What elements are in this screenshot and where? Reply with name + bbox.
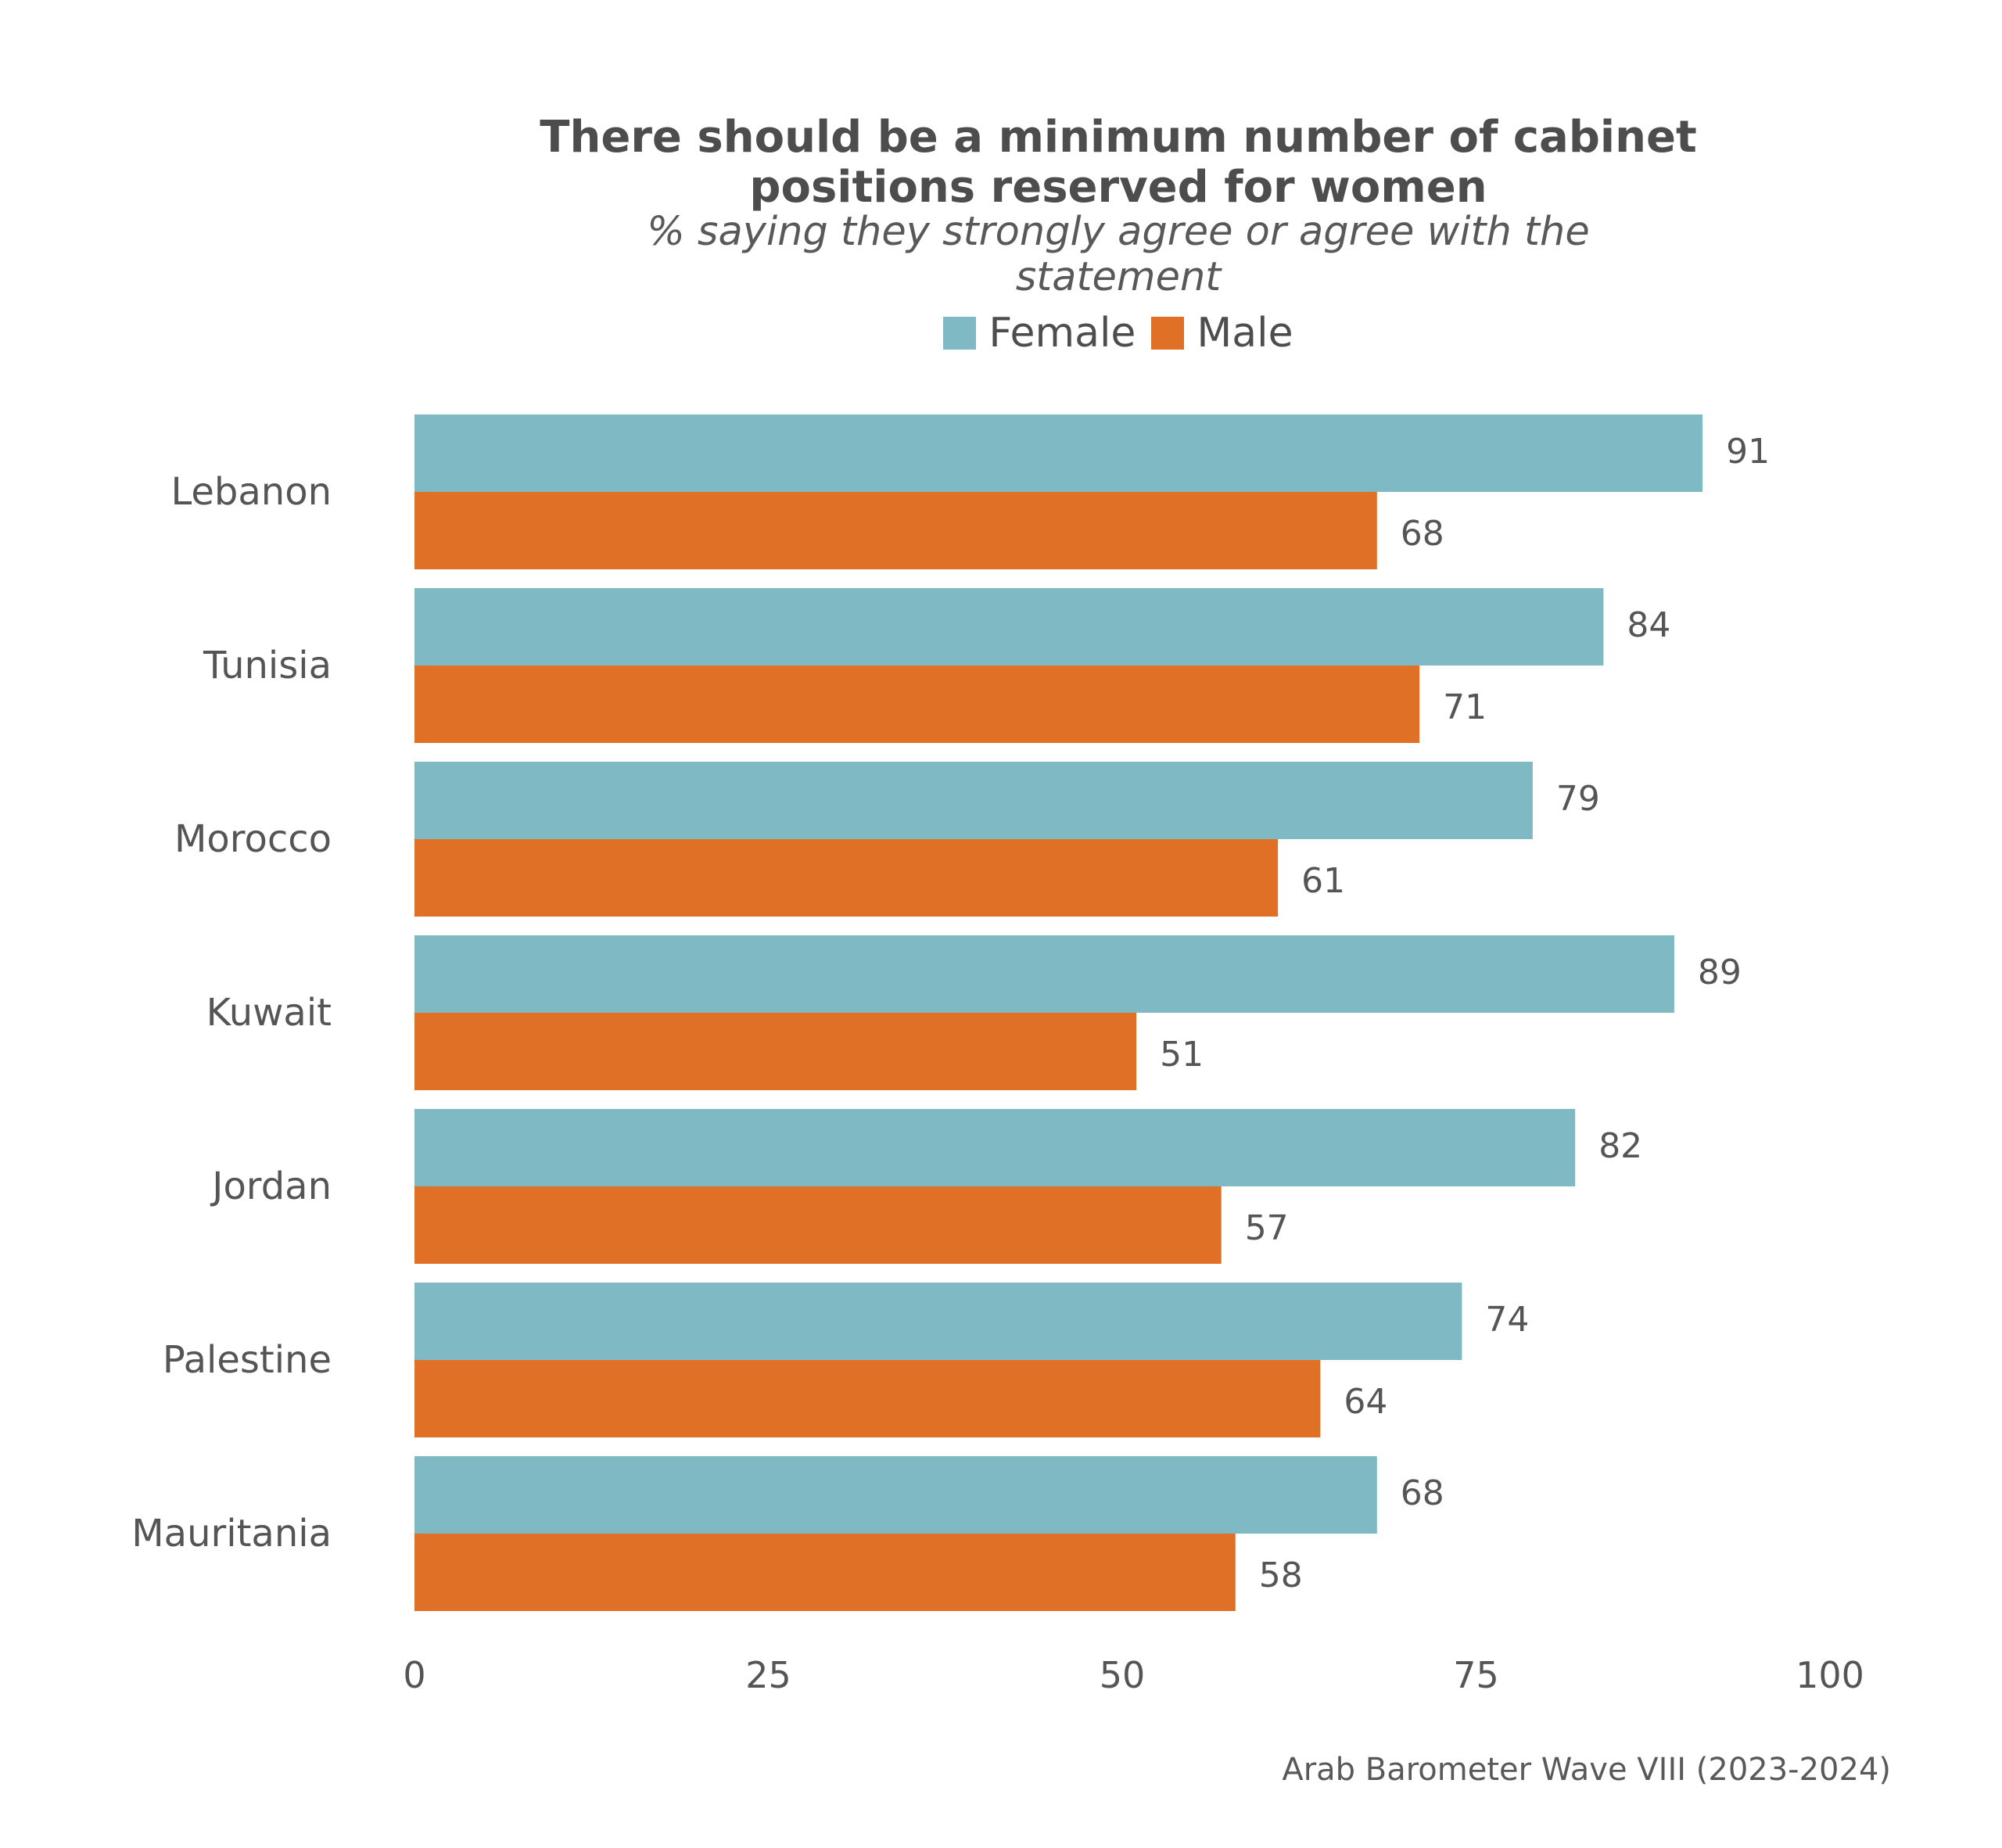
x-tick-label: 25 xyxy=(745,1654,791,1696)
bar-female-morocco xyxy=(414,762,1533,839)
legend-swatch-male xyxy=(1151,317,1185,350)
bar-male-mauritania xyxy=(414,1534,1236,1611)
x-tick-label: 75 xyxy=(1453,1654,1499,1696)
data-label-female-mauritania: 68 xyxy=(1401,1473,1444,1513)
x-tick-label: 50 xyxy=(1100,1654,1146,1696)
bar-male-jordan xyxy=(414,1186,1222,1264)
chart-title-line-2: positions reserved for women xyxy=(749,162,1487,213)
data-label-male-morocco: 61 xyxy=(1301,861,1345,901)
bar-male-lebanon xyxy=(414,492,1377,569)
data-label-female-jordan: 82 xyxy=(1598,1126,1642,1166)
data-label-female-palestine: 74 xyxy=(1485,1300,1529,1340)
data-label-male-jordan: 57 xyxy=(1245,1208,1289,1248)
legend-swatch-female xyxy=(943,317,977,350)
data-label-female-kuwait: 89 xyxy=(1698,953,1742,992)
x-tick-label: 0 xyxy=(403,1654,425,1696)
data-label-male-lebanon: 68 xyxy=(1401,514,1444,554)
bar-female-palestine xyxy=(414,1283,1462,1360)
bar-male-morocco xyxy=(414,839,1279,917)
data-label-female-tunisia: 84 xyxy=(1627,605,1670,645)
data-label-male-palestine: 64 xyxy=(1344,1382,1387,1422)
chart-source: Arab Barometer Wave VIII (2023-2024) xyxy=(1282,1752,1891,1788)
category-label-morocco: Morocco xyxy=(174,817,332,861)
x-tick-label: 100 xyxy=(1796,1654,1864,1696)
chart-title-line-1: There should be a minimum number of cabi… xyxy=(540,112,1697,163)
chart-subtitle-line-2: statement xyxy=(1015,254,1222,300)
data-label-female-morocco: 79 xyxy=(1556,779,1600,819)
bar-male-palestine xyxy=(414,1360,1321,1437)
bar-male-kuwait xyxy=(414,1013,1137,1090)
category-label-mauritania: Mauritania xyxy=(131,1512,332,1556)
chart-legend: Female Male xyxy=(0,310,2002,357)
bar-female-tunisia xyxy=(414,588,1604,666)
bar-female-lebanon xyxy=(414,414,1703,492)
category-label-jordan: Jordan xyxy=(210,1164,332,1208)
bar-female-mauritania xyxy=(414,1456,1377,1534)
category-label-lebanon: Lebanon xyxy=(170,470,332,514)
category-label-kuwait: Kuwait xyxy=(206,991,332,1035)
chart-subtitle-line-1: % saying they strongly agree or agree wi… xyxy=(647,209,1590,255)
legend-label-female: Female xyxy=(988,310,1136,357)
legend-item-male: Male xyxy=(1151,310,1293,357)
bar-male-tunisia xyxy=(414,666,1420,743)
data-label-male-tunisia: 71 xyxy=(1443,687,1487,727)
legend-item-female: Female xyxy=(943,310,1136,357)
data-label-female-lebanon: 91 xyxy=(1726,432,1770,472)
bar-female-kuwait xyxy=(414,935,1674,1013)
data-label-male-kuwait: 51 xyxy=(1160,1035,1204,1075)
category-label-palestine: Palestine xyxy=(163,1338,332,1382)
legend-label-male: Male xyxy=(1197,310,1293,357)
data-label-male-mauritania: 58 xyxy=(1259,1556,1303,1595)
bar-female-jordan xyxy=(414,1109,1576,1186)
category-label-tunisia: Tunisia xyxy=(203,644,332,687)
